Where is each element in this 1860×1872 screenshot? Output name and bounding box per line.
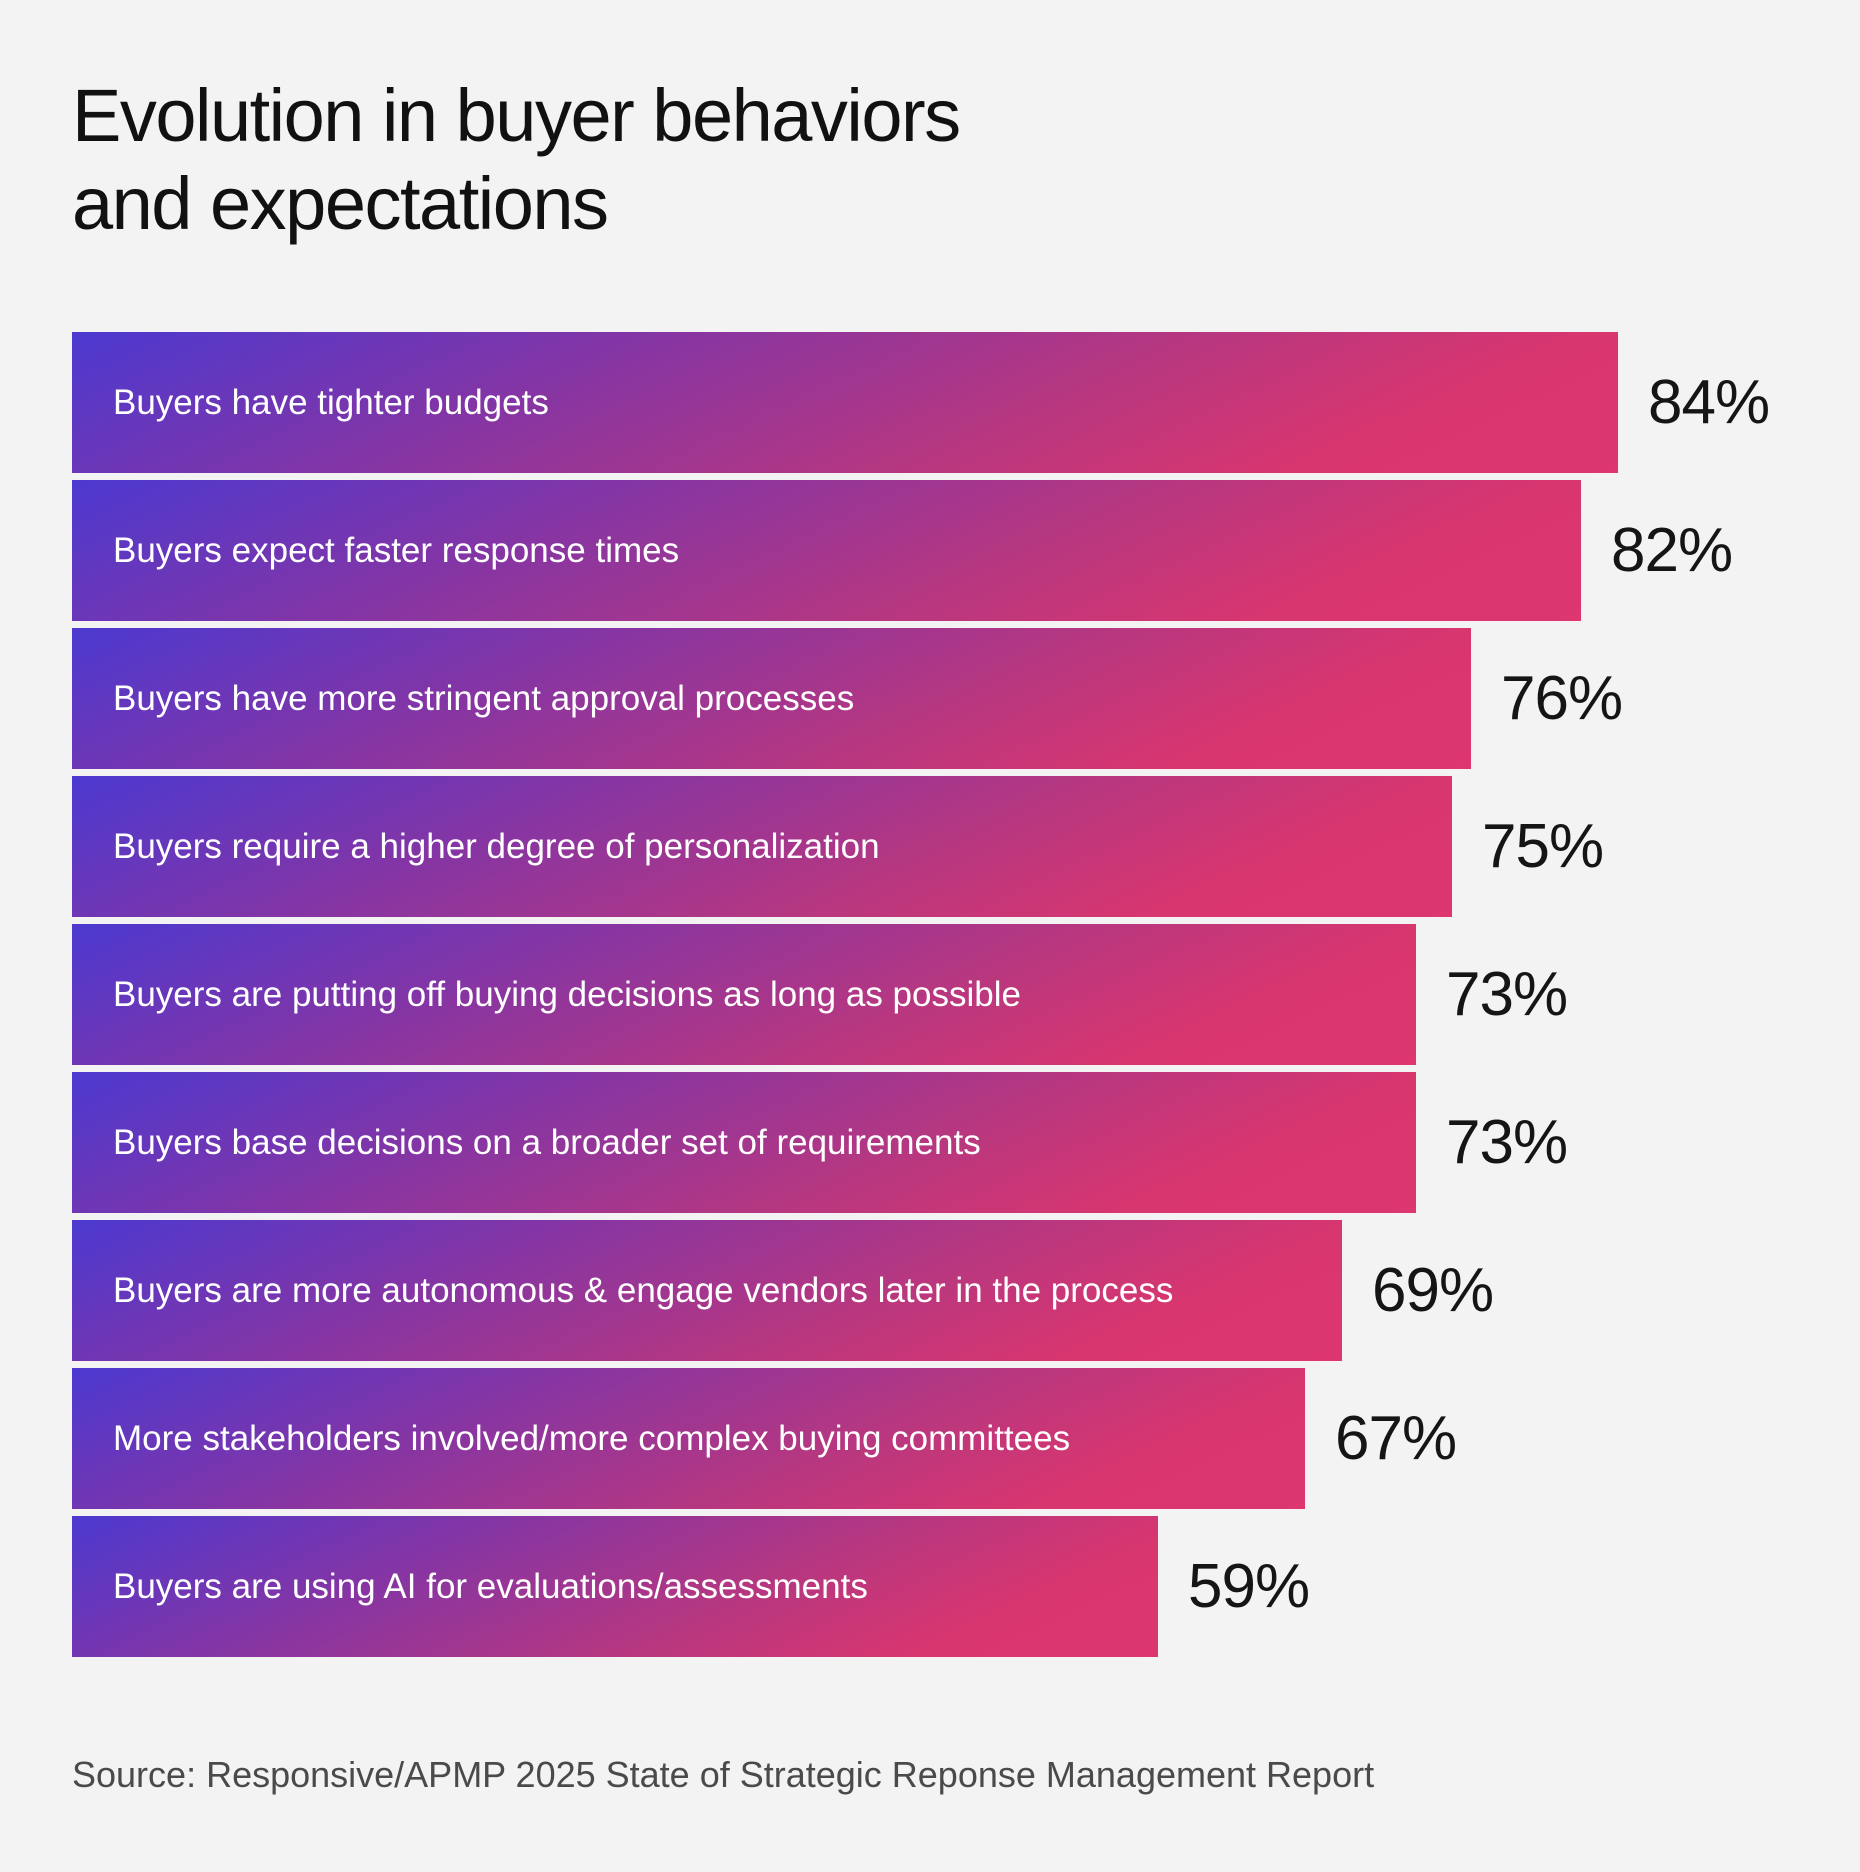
bar-value-label: 73%: [1446, 960, 1568, 1029]
bar: Buyers have more stringent approval proc…: [72, 628, 1471, 769]
bar-label: Buyers base decisions on a broader set o…: [113, 1122, 981, 1162]
bar-value-label: 59%: [1188, 1552, 1310, 1621]
source-note: Source: Responsive/APMP 2025 State of St…: [72, 1754, 1375, 1795]
bar-row: Buyers require a higher degree of person…: [72, 776, 1652, 917]
bar-label: Buyers have more stringent approval proc…: [113, 678, 855, 718]
bar-row: Buyers expect faster response times 82%: [72, 480, 1781, 621]
chart-title-line-1: Evolution in buyer behaviors: [72, 74, 961, 157]
bar-value-label: 76%: [1501, 664, 1623, 733]
chart-title-line-2: and expectations: [72, 162, 609, 245]
bar-value-label: 75%: [1482, 812, 1604, 881]
bar-label: Buyers are more autonomous & engage vend…: [113, 1270, 1174, 1310]
bar-value-label: 84%: [1648, 368, 1770, 437]
bar-label: Buyers are putting off buying decisions …: [113, 974, 1021, 1014]
bar-value-label: 73%: [1446, 1108, 1568, 1177]
bar-row: Buyers are more autonomous & engage vend…: [72, 1220, 1542, 1361]
bar: Buyers require a higher degree of person…: [72, 776, 1452, 917]
bar: Buyers are putting off buying decisions …: [72, 924, 1416, 1065]
bar-row: Buyers base decisions on a broader set o…: [72, 1072, 1616, 1213]
bar-label: Buyers require a higher degree of person…: [113, 826, 880, 866]
bar: Buyers are more autonomous & engage vend…: [72, 1220, 1342, 1361]
bar-row: Buyers are putting off buying decisions …: [72, 924, 1616, 1065]
bar-label: Buyers have tighter budgets: [113, 382, 549, 422]
bar: Buyers have tighter budgets: [72, 332, 1618, 473]
bar: More stakeholders involved/more complex …: [72, 1368, 1305, 1509]
bar-row: Buyers have more stringent approval proc…: [72, 628, 1671, 769]
bar: Buyers are using AI for evaluations/asse…: [72, 1516, 1158, 1657]
chart-title: Evolution in buyer behaviors and expecta…: [72, 72, 961, 248]
bar-value-label: 69%: [1372, 1256, 1494, 1325]
bar-value-label: 67%: [1335, 1404, 1457, 1473]
bar-label: Buyers are using AI for evaluations/asse…: [113, 1566, 868, 1606]
bar-label: Buyers expect faster response times: [113, 530, 680, 570]
bar-row: More stakeholders involved/more complex …: [72, 1368, 1505, 1509]
bar-label: More stakeholders involved/more complex …: [113, 1418, 1071, 1458]
bar: Buyers expect faster response times: [72, 480, 1581, 621]
bar-chart: Buyers have tighter budgets 84% Buyers exp…: [72, 332, 1772, 1662]
bar: Buyers base decisions on a broader set o…: [72, 1072, 1416, 1213]
bar-value-label: 82%: [1611, 516, 1733, 585]
bar-row: Buyers are using AI for evaluations/asse…: [72, 1516, 1358, 1657]
bar-row: Buyers have tighter budgets 84%: [72, 332, 1818, 473]
